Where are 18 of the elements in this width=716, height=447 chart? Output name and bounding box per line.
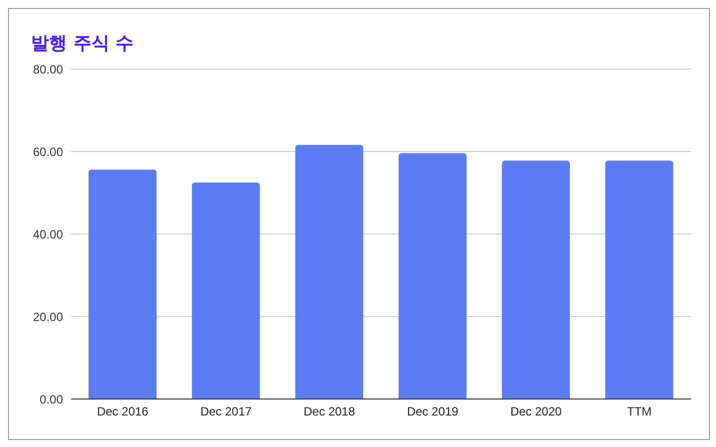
x-tick-label: Dec 2016: [96, 404, 149, 419]
y-tick-label: 40.00: [32, 227, 64, 242]
chart-title: 발행 주식 수: [31, 32, 134, 55]
x-tick-label: Dec 2019: [406, 404, 459, 419]
x-tick-label: Dec 2020: [510, 404, 562, 419]
y-tick-label: 0.00: [40, 392, 64, 406]
bar: [295, 144, 364, 399]
x-tick-label: TTM: [627, 404, 652, 419]
bar: [502, 160, 570, 399]
bar: [398, 153, 467, 399]
x-tick-label: Dec 2017: [200, 404, 252, 419]
x-tick-label: Dec 2018: [304, 404, 356, 419]
bar: [88, 170, 157, 399]
bar: [605, 160, 674, 399]
y-tick-label: 20.00: [32, 310, 64, 324]
y-tick-label: 80.00: [32, 62, 64, 76]
bar: [192, 182, 260, 399]
y-tick-label: 60.00: [32, 144, 64, 159]
